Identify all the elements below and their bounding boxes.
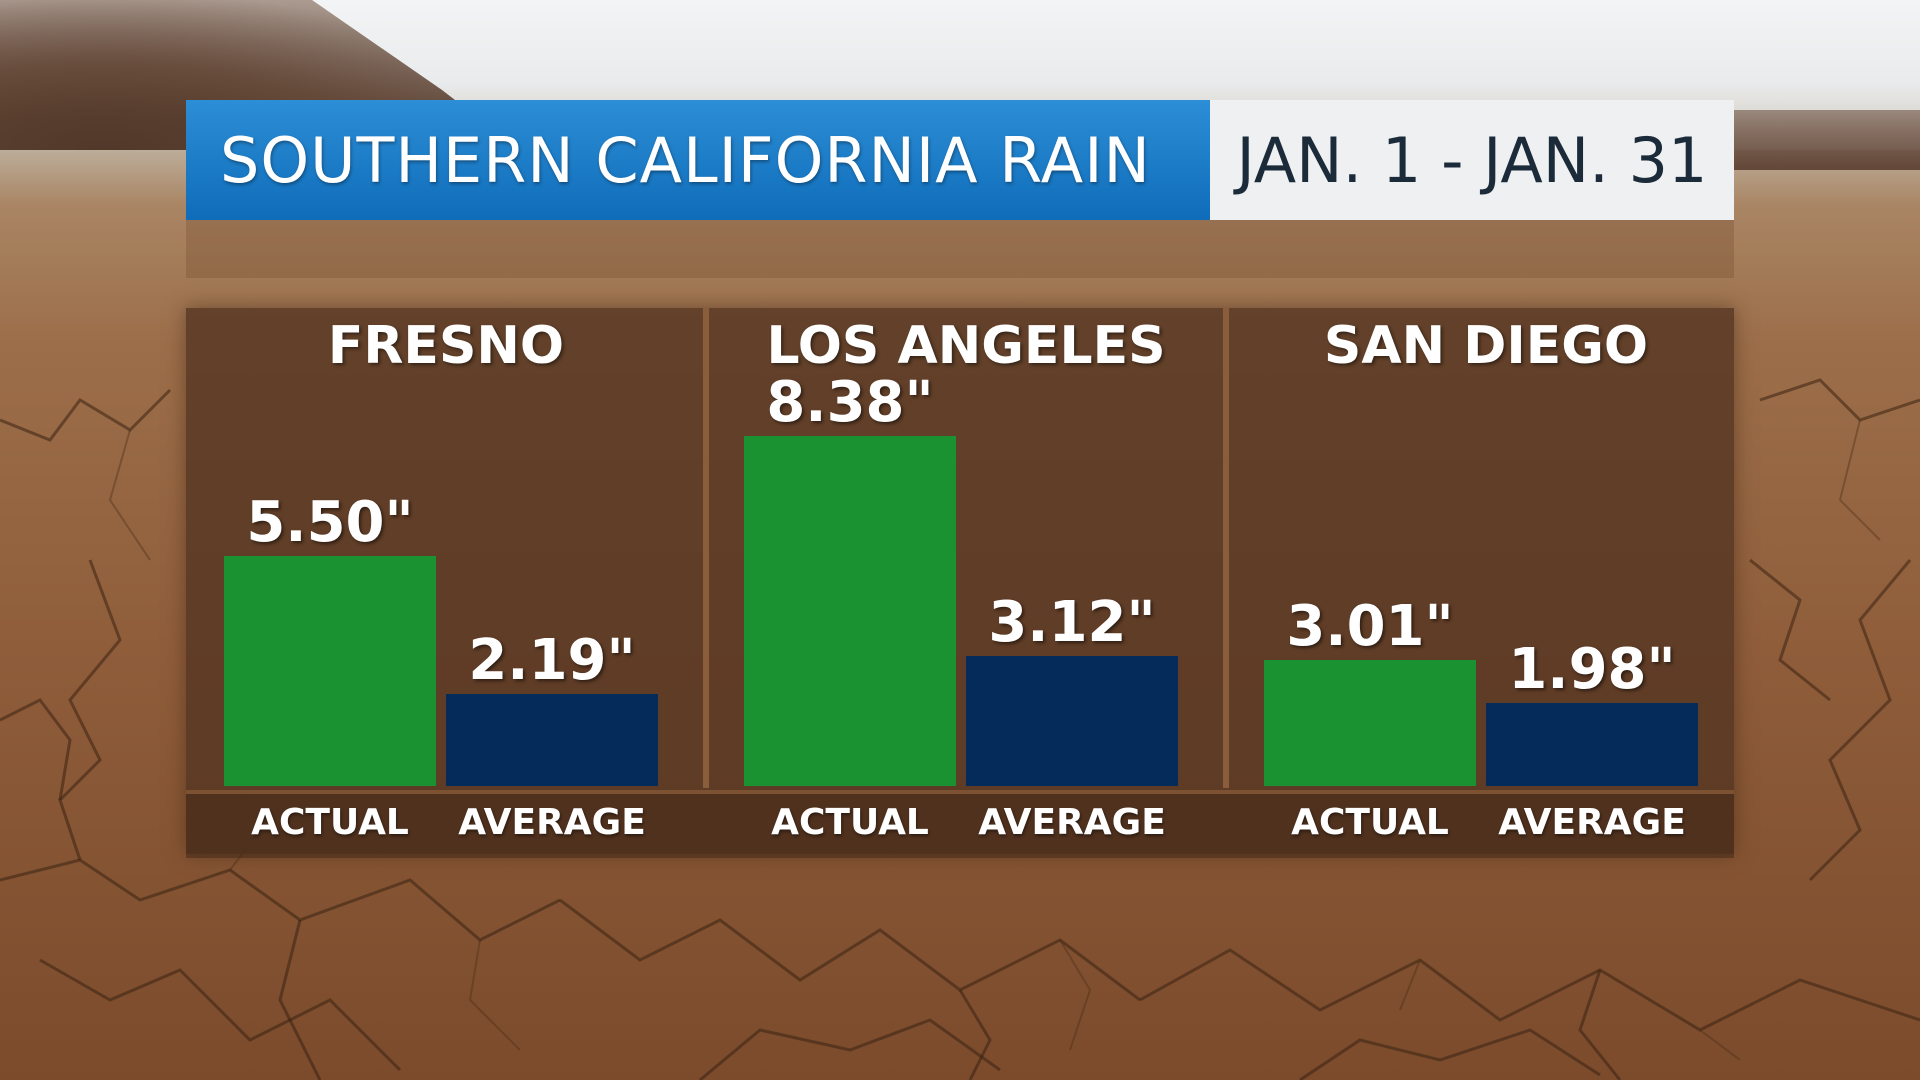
value-label-fresno-average: 2.19" (468, 628, 636, 694)
category-label-san-diego-actual: ACTUAL (1291, 802, 1449, 843)
group-title-fresno: FRESNO (327, 316, 565, 376)
group-divider (1223, 308, 1229, 788)
date-range-box: JAN. 1 - JAN. 31 (1210, 100, 1734, 220)
bar-los-angeles-average (966, 655, 1178, 786)
chart-title: SOUTHERN CALIFORNIA RAIN (220, 123, 1151, 197)
bar-fresno-average (446, 694, 658, 786)
bar-san-diego-actual (1264, 660, 1476, 786)
bar-los-angeles-actual (744, 435, 956, 786)
date-range: JAN. 1 - JAN. 31 (1236, 123, 1708, 197)
category-label-los-angeles-average: AVERAGE (978, 802, 1166, 843)
group-title-los-angeles: LOS ANGELES (766, 316, 1166, 376)
value-label-los-angeles-average: 3.12" (988, 589, 1156, 655)
group-divider (703, 308, 709, 788)
category-label-los-angeles-actual: ACTUAL (771, 802, 929, 843)
bar-fresno-actual (224, 556, 436, 786)
value-label-fresno-actual: 5.50" (246, 490, 414, 556)
category-label-fresno-average: AVERAGE (458, 802, 646, 843)
category-label-fresno-actual: ACTUAL (251, 802, 409, 843)
group-title-san-diego: SAN DIEGO (1323, 316, 1649, 376)
value-label-san-diego-actual: 3.01" (1286, 594, 1454, 660)
title-bar: SOUTHERN CALIFORNIA RAIN (186, 100, 1210, 220)
value-label-san-diego-average: 1.98" (1508, 637, 1676, 703)
bar-san-diego-average (1486, 703, 1698, 786)
chart-panel: FRESNO 5.50" ACTUAL 2.19" AVERAGE LOS ANGELES… (186, 308, 1734, 858)
tree-line-right (1730, 110, 1920, 170)
category-label-strip (186, 790, 1734, 858)
header-shadow-strip (186, 220, 1734, 278)
category-label-san-diego-average: AVERAGE (1498, 802, 1686, 843)
value-label-los-angeles-actual: 8.38" (766, 369, 934, 435)
